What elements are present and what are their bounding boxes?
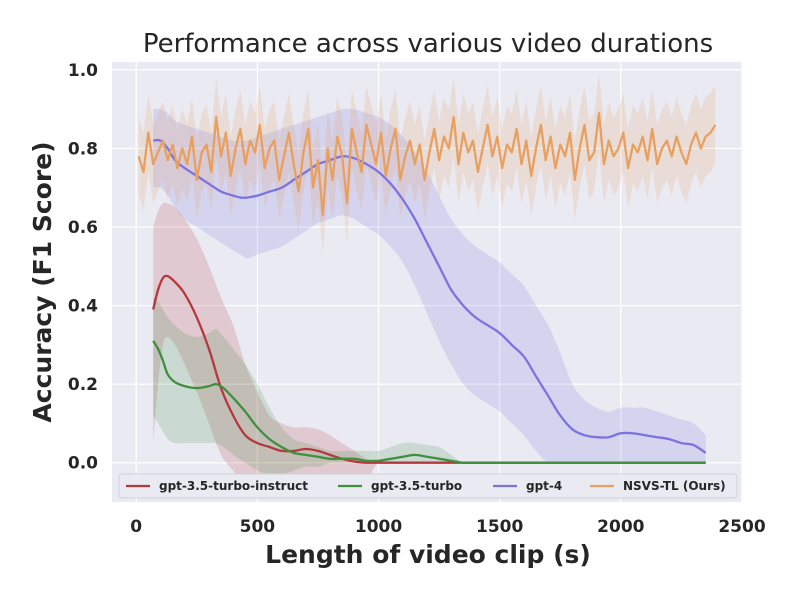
x-tick-label: 1000	[355, 517, 402, 537]
y-tick-label: 0.6	[68, 218, 98, 238]
legend-entry: gpt-3.5-turbo-instruct	[159, 479, 308, 493]
y-tick-label: 0.8	[68, 139, 98, 159]
chart-title: Performance across various video duratio…	[143, 29, 713, 59]
x-tick-label: 2500	[718, 517, 765, 537]
legend-entry: gpt-3.5-turbo	[371, 479, 462, 493]
y-tick-label: 0.0	[68, 454, 98, 474]
y-axis-label: Accuracy (F1 Score)	[28, 141, 57, 422]
plot-background	[112, 62, 742, 502]
x-tick-label: 1500	[476, 517, 523, 537]
y-tick-label: 1.0	[68, 61, 98, 81]
legend: gpt-3.5-turbo-instruct gpt-3.5-turbo gpt-4…	[118, 473, 738, 499]
x-axis-label: Length of video clip (s)	[265, 540, 591, 569]
y-tick-label: 0.4	[68, 297, 98, 317]
legend-entry: gpt-4	[526, 479, 562, 493]
y-tick-labels: 0.0 0.2 0.4 0.6 0.8 1.0	[68, 61, 98, 474]
x-tick-label: 2000	[597, 517, 644, 537]
x-tick-label: 500	[240, 517, 276, 537]
nsvs-tl-ours-line	[137, 111, 717, 217]
gpt-4-line	[153, 138, 707, 454]
legend-box	[118, 473, 738, 499]
gpt-4-band	[153, 108, 706, 464]
y-tick-label: 0.2	[68, 375, 98, 395]
legend-entry: NSVS-TL (Ours)	[623, 479, 726, 493]
x-tick-labels: 0 500 1000 1500 2000 2500	[130, 517, 766, 537]
gpt-3-5-turbo-line	[152, 340, 706, 464]
series-lines	[137, 111, 717, 464]
x-tick-label: 0	[130, 517, 142, 537]
